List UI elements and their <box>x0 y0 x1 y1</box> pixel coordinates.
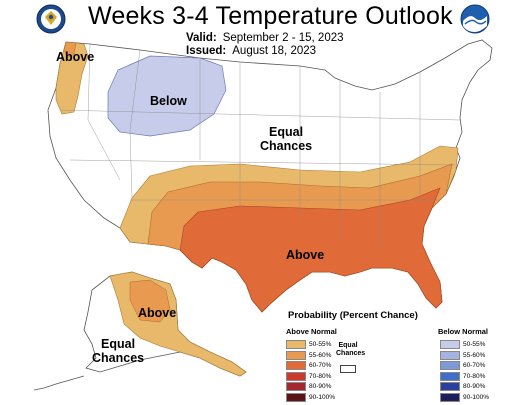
label-alaska-equal-line1: Equal <box>101 337 136 351</box>
doc-seal-icon <box>36 4 66 34</box>
above-nw-region <box>55 41 89 115</box>
legend-below-swatch <box>440 350 460 360</box>
legend-above-row: 90-100% <box>286 392 336 402</box>
legend-above-label: 55-60% <box>309 351 332 359</box>
valid-value: September 2 - 15, 2023 <box>222 32 344 44</box>
valid-dates: Valid: September 2 - 15, 2023 <box>186 32 344 44</box>
label-below: Below <box>150 94 187 108</box>
legend-equal-line1: Equal <box>338 342 358 349</box>
legend-above-swatch <box>286 350 306 360</box>
legend: Probability (Percent Chance) Above Norma… <box>280 310 520 402</box>
legend-below-label: 55-60% <box>463 351 486 359</box>
label-alaska-equal-line2: Chances <box>92 351 145 365</box>
legend-above-label: 80-90% <box>309 383 332 391</box>
legend-below-label: 70-80% <box>463 372 486 380</box>
label-equal-chances: Equal Chances <box>260 125 312 153</box>
legend-above-head: Above Normal <box>286 327 337 336</box>
above-nw-inner <box>63 41 77 59</box>
alaska-islands <box>33 375 85 391</box>
issued-date: Issued: August 18, 2023 <box>186 45 316 57</box>
issued-label: Issued: <box>186 45 227 57</box>
legend-equal-swatch <box>340 365 356 373</box>
legend-below-label: 50-55% <box>463 341 486 349</box>
page-title: Weeks 3-4 Temperature Outlook <box>88 2 453 30</box>
legend-below-row: 70-80% <box>440 371 486 381</box>
legend-above-swatch <box>286 340 306 349</box>
legend-above-label: 50-55% <box>309 341 332 349</box>
label-alaska-equal: Equal Chances <box>92 337 144 365</box>
state-lines <box>59 43 461 250</box>
legend-above-row: 70-80% <box>286 371 332 381</box>
label-alaska-above: Above <box>138 306 177 320</box>
legend-below-row: 80-90% <box>440 382 485 391</box>
legend-equal-line2: Chances <box>336 350 366 357</box>
legend-above-row: 50-55% <box>286 340 331 349</box>
above-60-70-band <box>179 187 443 313</box>
legend-below-swatch <box>440 392 460 402</box>
legend-below-row: 50-55% <box>440 340 485 349</box>
legend-above-row: 60-70% <box>286 361 331 370</box>
issued-value: August 18, 2023 <box>232 45 317 57</box>
label-above-nw: Above <box>56 50 95 64</box>
label-equal-line2: Chances <box>260 139 313 153</box>
legend-below-swatch <box>440 340 460 349</box>
legend-above-swatch <box>286 361 306 370</box>
legend-equal-label: Equal Chances <box>336 342 366 358</box>
legend-above-swatch <box>286 382 306 391</box>
legend-above-label: 90-100% <box>309 393 336 401</box>
legend-below-swatch <box>440 382 460 391</box>
legend-above-label: 70-80% <box>309 372 332 380</box>
legend-below-label: 90-100% <box>463 393 490 401</box>
legend-below-swatch <box>440 361 460 370</box>
below-region <box>107 55 227 137</box>
legend-below-head: Below Normal <box>438 327 489 336</box>
legend-above-row: 55-60% <box>286 350 332 360</box>
legend-below-row: 60-70% <box>440 361 485 370</box>
legend-title: Probability (Percent Chance) <box>288 310 418 321</box>
legend-above-swatch <box>286 392 306 402</box>
legend-above-swatch <box>286 371 306 381</box>
legend-below-swatch <box>440 371 460 381</box>
legend-above-row: 80-90% <box>286 382 331 391</box>
legend-below-row: 90-100% <box>440 392 490 402</box>
legend-below-row: 55-60% <box>440 350 486 360</box>
alaska-above-inner <box>129 279 171 323</box>
legend-above-label: 60-70% <box>309 362 332 370</box>
noaa-logo-icon <box>460 4 490 34</box>
legend-below-label: 80-90% <box>463 383 486 391</box>
legend-below-label: 60-70% <box>463 362 486 370</box>
valid-label: Valid: <box>186 32 217 44</box>
label-above-south: Above <box>286 248 325 262</box>
label-equal-line1: Equal <box>269 125 304 139</box>
